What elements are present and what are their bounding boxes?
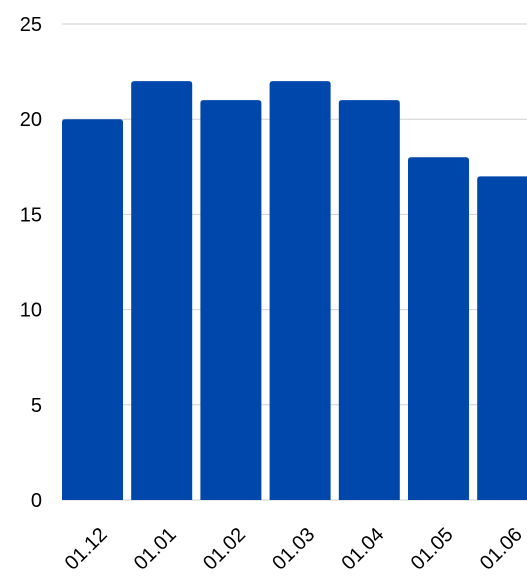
y-tick-label: 0 xyxy=(31,490,42,512)
y-tick-label: 10 xyxy=(20,300,42,322)
x-category-label: 01.02 xyxy=(199,524,250,575)
bar-01.05 xyxy=(408,157,469,500)
bar-01.02 xyxy=(200,100,262,500)
x-category-label: 01.01 xyxy=(130,524,181,575)
bar-01.12 xyxy=(62,119,123,500)
bar-01.03 xyxy=(269,81,331,501)
y-tick-label: 5 xyxy=(31,395,42,417)
x-category-label: 01.12 xyxy=(61,524,112,575)
y-tick-label: 25 xyxy=(20,14,42,36)
x-category-label: 01.06 xyxy=(476,524,527,575)
bars xyxy=(62,81,527,501)
x-category-label: 01.05 xyxy=(407,524,458,575)
bar-01.01 xyxy=(131,81,193,501)
y-tick-label: 20 xyxy=(20,109,42,131)
bar-01.06 xyxy=(477,176,527,500)
y-tick-label: 15 xyxy=(20,204,42,226)
bar-01.04 xyxy=(338,100,400,500)
y-axis-tick-labels: 0 5 10 15 20 25 xyxy=(20,14,42,512)
x-axis-category-labels: 01.12 01.01 01.02 01.03 01.04 01.05 01.06 xyxy=(61,524,527,575)
x-category-label: 01.04 xyxy=(337,524,388,575)
x-category-label: 01.03 xyxy=(268,524,319,575)
